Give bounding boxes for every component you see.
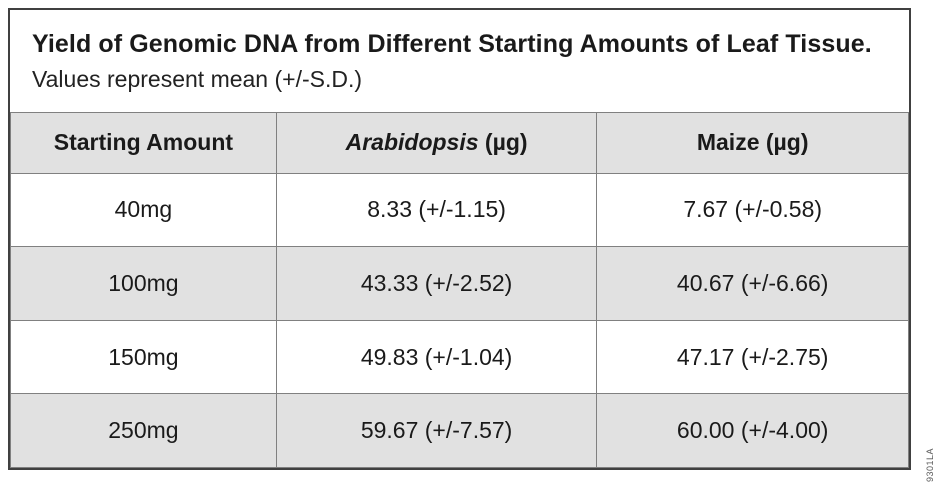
figure-frame: Yield of Genomic DNA from Different Star… — [8, 8, 911, 470]
figure-subtitle: Values represent mean (+/-S.D.) — [32, 66, 363, 92]
column-header-maize: Maize (µg) — [596, 112, 909, 174]
arabidopsis-yield-cell: 59.67 (+/-7.57) — [275, 393, 598, 468]
starting-amount-cell: 250mg — [10, 393, 277, 468]
column-header-arabidopsis: Arabidopsis (µg) — [275, 112, 598, 174]
table-row: 250mg 59.67 (+/-7.57) 60.00 (+/-4.00) — [10, 393, 909, 468]
maize-yield-cell: 7.67 (+/-0.58) — [596, 172, 909, 248]
starting-amount-cell: 150mg — [10, 319, 277, 395]
arabidopsis-species-label: Arabidopsis — [345, 129, 479, 156]
arabidopsis-yield-cell: 43.33 (+/-2.52) — [275, 246, 598, 321]
column-header-starting-amount: Starting Amount — [10, 112, 277, 174]
yield-table: Starting Amount Arabidopsis (µg) Maize (… — [10, 112, 909, 468]
starting-amount-cell: 100mg — [10, 246, 277, 321]
table-row: 40mg 8.33 (+/-1.15) 7.67 (+/-0.58) — [10, 172, 909, 248]
figure-title: Yield of Genomic DNA from Different Star… — [32, 30, 872, 58]
caption-block: Yield of Genomic DNA from Different Star… — [10, 10, 909, 112]
arabidopsis-yield-cell: 8.33 (+/-1.15) — [275, 172, 598, 248]
maize-yield-cell: 47.17 (+/-2.75) — [596, 319, 909, 395]
table-row: 100mg 43.33 (+/-2.52) 40.67 (+/-6.66) — [10, 246, 909, 321]
starting-amount-cell: 40mg — [10, 172, 277, 248]
maize-yield-cell: 60.00 (+/-4.00) — [596, 393, 909, 468]
maize-yield-cell: 40.67 (+/-6.66) — [596, 246, 909, 321]
figure-code: 9301LA — [925, 447, 935, 482]
table-row: 150mg 49.83 (+/-1.04) 47.17 (+/-2.75) — [10, 319, 909, 395]
arabidopsis-yield-cell: 49.83 (+/-1.04) — [275, 319, 598, 395]
table-header-row: Starting Amount Arabidopsis (µg) Maize (… — [10, 112, 909, 174]
arabidopsis-unit-label: (µg) — [478, 129, 528, 156]
